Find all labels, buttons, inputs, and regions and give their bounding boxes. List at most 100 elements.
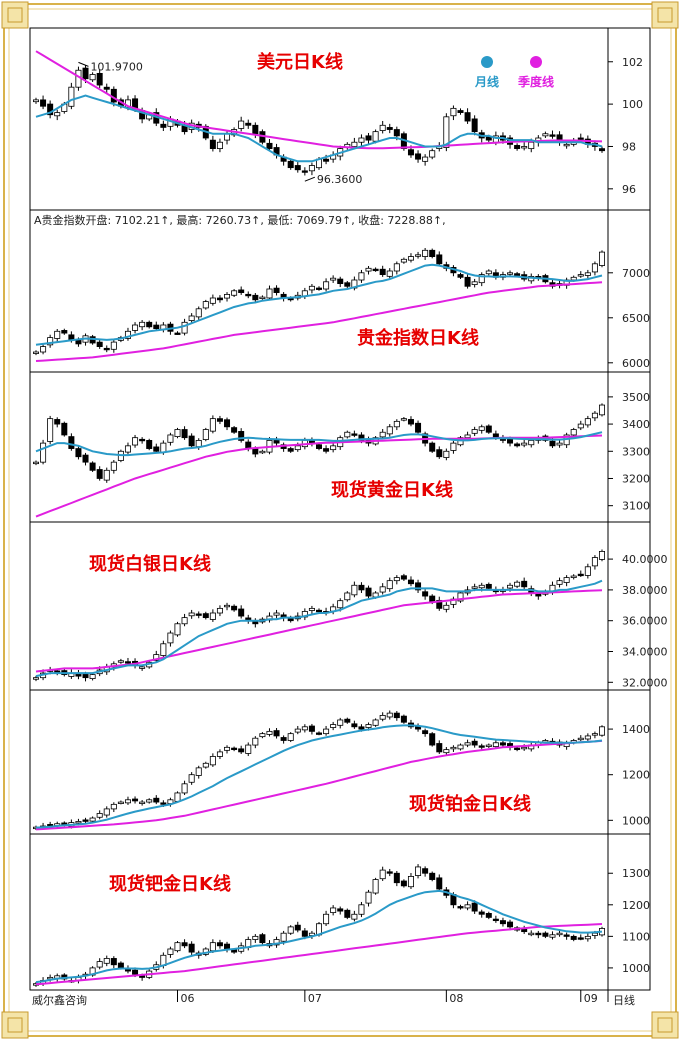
candle-body: [485, 744, 492, 747]
candle-body: [181, 942, 188, 947]
candle-body: [464, 276, 471, 287]
y-tick-label: 98: [622, 140, 636, 153]
candle-body: [521, 442, 528, 446]
candle-body: [82, 67, 89, 80]
candle-body: [259, 296, 266, 300]
candle-body: [436, 743, 443, 753]
candle-body: [273, 730, 280, 737]
candle-body: [103, 86, 110, 90]
candle-body: [365, 135, 372, 141]
footer-period-label: 日线: [613, 994, 635, 1007]
candle-body: [47, 337, 54, 346]
candle-body: [117, 962, 124, 969]
candle-body: [124, 330, 131, 339]
candle-body: [209, 942, 216, 952]
candle-body: [231, 949, 238, 953]
candle-body: [273, 939, 280, 946]
y-tick-label: 32.0000: [622, 676, 668, 689]
candle-body: [110, 341, 117, 350]
candle-body: [436, 254, 443, 265]
candle-body: [40, 442, 47, 463]
candle-body: [82, 673, 89, 679]
candle-body: [591, 733, 598, 736]
candle-body: [379, 431, 386, 438]
candle-body: [407, 256, 414, 261]
candle-body: [146, 321, 153, 328]
candle-body: [422, 156, 429, 162]
candle-body: [478, 911, 485, 915]
candle-body: [563, 577, 570, 583]
candle-body: [124, 445, 131, 453]
panel-title: 现货铂金日K线: [409, 793, 531, 815]
corner-ornament-bottom-left: [1, 1011, 29, 1039]
annotation-high: 101.9700: [90, 60, 143, 73]
candle-body: [471, 118, 478, 133]
candle-body: [379, 586, 386, 593]
candle-body: [181, 321, 188, 334]
panel-title: 现货白银日K线: [89, 553, 211, 575]
candle-body: [478, 274, 485, 284]
candle-body: [245, 744, 252, 754]
candle-body: [33, 677, 40, 680]
candle-body: [584, 418, 591, 426]
candle-body: [287, 448, 294, 452]
candle-body: [40, 99, 47, 107]
candle-body: [167, 434, 174, 443]
candle-body: [216, 607, 223, 614]
candle-body: [584, 566, 591, 576]
y-tick-label: 1200: [622, 899, 650, 912]
candle-body: [252, 935, 259, 940]
candle-body: [209, 297, 216, 304]
y-tick-label: 1100: [622, 930, 650, 943]
candle-body: [485, 425, 492, 433]
candle-body: [443, 749, 450, 754]
candle-body: [294, 728, 301, 733]
candle-body: [330, 724, 337, 728]
candle-body: [96, 961, 103, 968]
candle-body: [372, 719, 379, 726]
candle-body: [202, 429, 209, 440]
candle-body: [372, 131, 379, 142]
candle-body: [507, 438, 514, 444]
candle-body: [528, 141, 535, 150]
candle-body: [457, 906, 464, 909]
candle-body: [549, 134, 556, 137]
candle-body: [450, 442, 457, 451]
candle-body: [33, 99, 40, 103]
candle-body: [436, 599, 443, 609]
candle-body: [400, 575, 407, 580]
candle-body: [443, 450, 450, 458]
y-tick-label: 100: [622, 98, 643, 111]
candle-body: [146, 439, 153, 449]
candle-body: [96, 72, 103, 86]
candle-body: [245, 122, 252, 126]
candle-body: [231, 427, 238, 433]
candle-body: [464, 904, 471, 909]
candle-body: [471, 902, 478, 912]
candle-body: [365, 724, 372, 728]
candle-body: [209, 418, 216, 432]
candle-body: [273, 612, 280, 616]
candle-body: [457, 744, 464, 750]
candle-body: [478, 584, 485, 589]
y-tick-label: 40.0000: [622, 553, 668, 566]
candle-body: [110, 803, 117, 810]
candle-body: [415, 254, 422, 257]
y-tick-label: 7000: [622, 267, 650, 280]
candle-body: [33, 461, 40, 465]
candle-body: [174, 792, 181, 802]
candle-body: [471, 429, 478, 434]
candle-body: [528, 439, 535, 446]
candle-body: [372, 879, 379, 894]
ma-quarter-line: [35, 589, 603, 673]
candle-body: [386, 871, 393, 874]
ma-month-line: [35, 889, 603, 984]
y-tick-label: 3200: [622, 472, 650, 485]
x-tick-label: 09: [584, 992, 598, 1005]
candle-body: [167, 948, 174, 955]
candle-body: [224, 604, 231, 608]
candle-body: [365, 891, 372, 904]
y-tick-label: 1300: [622, 867, 650, 880]
